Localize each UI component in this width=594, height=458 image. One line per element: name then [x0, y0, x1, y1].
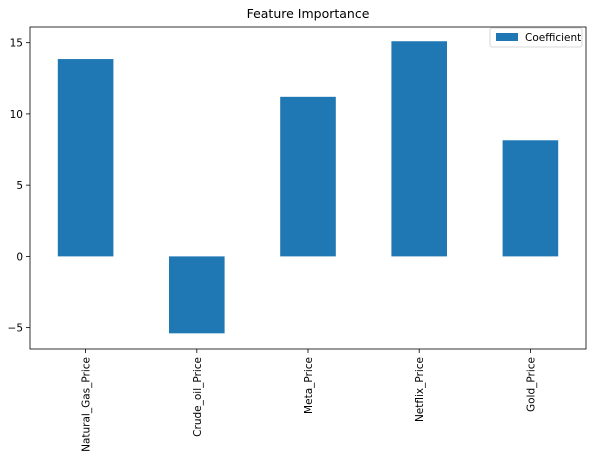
bar [169, 256, 225, 334]
legend-label: Coefficient [525, 32, 581, 44]
x-tick-label: Gold_Price [525, 357, 537, 412]
legend-box [489, 27, 583, 48]
y-tick-label: 15 [10, 38, 23, 50]
x-axis: Natural_Gas_Price Crude_oil_Price Meta_Pri… [81, 349, 537, 452]
y-tick-label: 5 [16, 180, 23, 192]
bar [57, 59, 114, 257]
x-tick-label: Meta_Price [303, 357, 315, 414]
bars [57, 41, 559, 334]
legend-swatch [496, 33, 518, 41]
bar [391, 41, 447, 257]
y-axis: −5 0 5 10 15 [8, 38, 30, 335]
y-tick-label: 0 [16, 251, 23, 263]
legend: Coefficient [489, 27, 583, 48]
x-tick-label: Netflix_Price [414, 357, 426, 422]
y-tick-label: 10 [10, 109, 23, 121]
chart-title: Feature Importance [247, 6, 370, 21]
bar [280, 96, 336, 257]
x-tick-label: Natural_Gas_Price [81, 357, 93, 452]
y-tick-label: −5 [8, 323, 23, 335]
x-tick-label: Crude_oil_Price [192, 357, 204, 437]
plot-frame [29, 26, 587, 350]
bar [502, 140, 559, 257]
